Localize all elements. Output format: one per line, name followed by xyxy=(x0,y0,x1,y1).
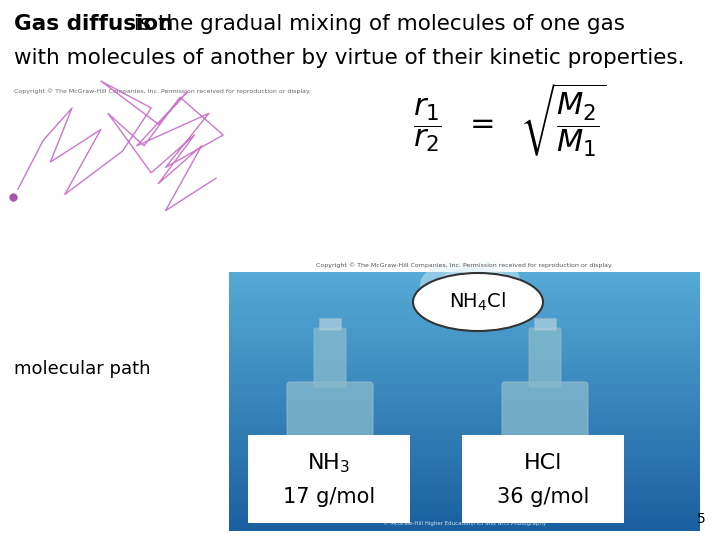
Bar xyxy=(229,285,700,290)
Bar xyxy=(229,526,700,531)
Ellipse shape xyxy=(413,273,543,331)
Text: is the gradual mixing of molecules of one gas: is the gradual mixing of molecules of on… xyxy=(127,14,625,34)
Bar xyxy=(229,513,700,518)
Bar xyxy=(229,418,700,423)
Bar xyxy=(229,457,700,462)
Bar xyxy=(229,349,700,355)
Bar xyxy=(229,487,700,492)
Ellipse shape xyxy=(425,280,505,330)
Text: NH$_4$Cl: NH$_4$Cl xyxy=(449,291,507,313)
Bar xyxy=(229,435,700,441)
FancyBboxPatch shape xyxy=(529,328,561,387)
Text: $\dfrac{r_1}{r_2}$  $=$  $\sqrt{\dfrac{M_2}{M_1}}$: $\dfrac{r_1}{r_2}$ $=$ $\sqrt{\dfrac{M_2… xyxy=(413,81,607,159)
Bar xyxy=(229,422,700,428)
Bar xyxy=(229,306,700,312)
Bar xyxy=(229,315,700,320)
Bar xyxy=(248,435,410,523)
Bar xyxy=(229,384,700,389)
Bar xyxy=(229,522,700,526)
Bar xyxy=(462,435,624,523)
Bar xyxy=(229,496,700,501)
Ellipse shape xyxy=(420,262,490,307)
Bar xyxy=(229,298,700,303)
Bar xyxy=(229,465,700,471)
Bar xyxy=(229,410,700,415)
Bar xyxy=(229,504,700,510)
FancyBboxPatch shape xyxy=(314,328,346,387)
Bar xyxy=(229,491,700,497)
Bar xyxy=(229,323,700,329)
Bar xyxy=(229,294,700,299)
Ellipse shape xyxy=(430,267,520,322)
Bar xyxy=(229,362,700,368)
Bar xyxy=(229,328,700,333)
Bar xyxy=(229,453,700,458)
Bar xyxy=(229,302,700,307)
Bar xyxy=(534,318,556,330)
Bar xyxy=(229,517,700,522)
Bar xyxy=(229,461,700,467)
Text: NH$_3$: NH$_3$ xyxy=(307,451,351,475)
Bar xyxy=(229,332,700,338)
Text: 17 g/mol: 17 g/mol xyxy=(283,487,375,507)
Bar xyxy=(229,401,700,406)
FancyBboxPatch shape xyxy=(287,382,373,508)
Text: 36 g/mol: 36 g/mol xyxy=(497,487,589,507)
Bar xyxy=(229,483,700,488)
Bar xyxy=(229,427,700,432)
Bar xyxy=(229,444,700,449)
Bar xyxy=(229,354,700,359)
Bar xyxy=(229,375,700,381)
FancyBboxPatch shape xyxy=(502,382,588,508)
Bar xyxy=(229,310,700,316)
Bar xyxy=(229,367,700,372)
Bar xyxy=(229,509,700,514)
Text: Gas diffusion: Gas diffusion xyxy=(14,14,174,34)
Bar xyxy=(229,272,700,278)
Text: Copyright © The McGraw-Hill Companies, Inc. Permission received for reproduction: Copyright © The McGraw-Hill Companies, I… xyxy=(14,88,311,93)
Text: Copyright © The McGraw-Hill Companies, Inc. Permission received for reproduction: Copyright © The McGraw-Hill Companies, I… xyxy=(316,262,613,268)
Text: HCl: HCl xyxy=(524,453,562,473)
Bar xyxy=(229,388,700,394)
Text: 5: 5 xyxy=(697,512,706,526)
Bar xyxy=(229,414,700,419)
Text: molecular path: molecular path xyxy=(14,360,150,378)
Bar xyxy=(229,358,700,363)
Bar xyxy=(229,336,700,342)
Bar xyxy=(229,393,700,397)
Text: © McGraw-Hill Higher Education/HCI and NH3 Photography: © McGraw-Hill Higher Education/HCI and N… xyxy=(383,521,546,526)
Bar xyxy=(229,281,700,286)
Bar xyxy=(229,448,700,454)
Bar xyxy=(229,474,700,480)
Bar xyxy=(229,319,700,325)
Ellipse shape xyxy=(460,260,520,300)
Bar xyxy=(229,431,700,436)
Bar xyxy=(229,345,700,350)
Bar xyxy=(229,341,700,346)
Bar xyxy=(229,406,700,410)
Text: with molecules of another by virtue of their kinetic properties.: with molecules of another by virtue of t… xyxy=(14,48,685,68)
Bar xyxy=(229,440,700,445)
Bar xyxy=(229,276,700,281)
Bar xyxy=(319,318,341,330)
Bar xyxy=(229,289,700,294)
Bar xyxy=(229,470,700,475)
Bar xyxy=(229,397,700,402)
Bar xyxy=(229,500,700,505)
Bar xyxy=(229,478,700,484)
Bar xyxy=(229,380,700,385)
Bar xyxy=(229,371,700,376)
